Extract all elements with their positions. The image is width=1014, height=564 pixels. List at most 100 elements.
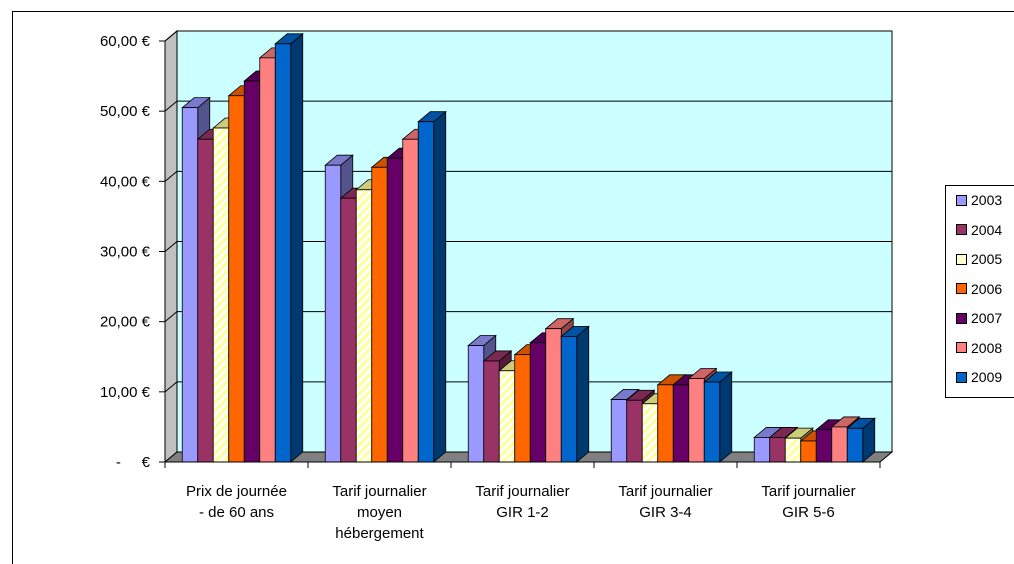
bar-front (753, 437, 771, 463)
legend-item: 2007 (956, 308, 1002, 328)
legend-label: 2007 (971, 310, 1003, 326)
x-tick-label-line: hébergement (335, 525, 424, 542)
bar (703, 371, 733, 463)
legend-label: 2004 (971, 221, 1003, 238)
bar-front (846, 427, 864, 463)
bar (560, 325, 590, 463)
x-tick-label-line: Tarif journalier (475, 483, 569, 500)
bar (274, 32, 304, 463)
bar-front (831, 426, 848, 463)
legend-item: 2006 (956, 279, 1002, 299)
y-tick-label: 30,00 € (100, 244, 151, 261)
y-tick-label: - € (116, 454, 151, 471)
gridline (164, 170, 892, 182)
legend-item: 2005 (956, 249, 1002, 269)
bar-front (212, 127, 230, 463)
gridlines (164, 30, 892, 393)
legend-label: 2005 (971, 251, 1003, 267)
bar-front (243, 80, 261, 463)
x-tick-label-line: Prix de journée (186, 483, 287, 500)
bar-front (402, 138, 419, 463)
x-tick-label-line: Tarif journalier (332, 483, 426, 500)
x-tick-label-line: GIR 5-6 (782, 504, 835, 521)
x-tick-label: Tarif journalier GIR 1-2 (475, 483, 569, 521)
legend-swatch (956, 283, 967, 295)
bar-side (290, 32, 304, 463)
legend-item: 2009 (956, 367, 1002, 387)
bar-front (626, 399, 643, 463)
bar-front (483, 360, 500, 463)
legend-label: 2009 (971, 369, 1003, 385)
y-tick-label: 20,00 € (100, 314, 151, 331)
y-tick-label: 40,00 € (100, 173, 151, 190)
legend-item: 2008 (956, 338, 1002, 358)
bar-front (228, 95, 245, 463)
gridline (164, 241, 892, 252)
axes (159, 40, 881, 468)
bar-front (259, 57, 276, 463)
y-tick-label: 10,00 € (100, 384, 151, 401)
y-axis-tick-labels: - € 10,00 € 20,00 € 30,00 € 40,00 € 50,00 € 60… (100, 33, 151, 471)
x-tick-label-line: - de 60 ans (199, 504, 274, 521)
legend-swatch (956, 253, 967, 265)
bar-side (433, 110, 447, 463)
bar-front (498, 370, 516, 463)
legend-swatch (956, 342, 967, 354)
bar-side (576, 325, 590, 463)
bar-front (340, 197, 357, 463)
bar-side (719, 371, 733, 463)
legend: 2003 2004 2005 2006 2007 2008 2009 (945, 185, 1014, 398)
bar-front (197, 138, 214, 463)
bar-front (545, 328, 562, 463)
bar-front (355, 189, 373, 463)
bar-front (610, 399, 628, 463)
bar-front (181, 107, 199, 463)
bar-front (769, 437, 786, 463)
legend-swatch (956, 194, 967, 206)
bar-front (324, 164, 342, 463)
bar-front (672, 384, 690, 463)
y-tick-label: 50,00 € (100, 103, 151, 120)
legend-swatch (956, 371, 967, 383)
legend-label: 2008 (971, 339, 1003, 356)
bar-front (467, 345, 485, 463)
gridline (164, 311, 892, 323)
bar-front (784, 437, 802, 463)
y-tick-label: 60,00 € (100, 33, 151, 50)
x-tick-label-line: Tarif journalier (761, 483, 855, 500)
x-tick-label: Tarif journalier moyen hébergement (332, 483, 426, 542)
bar-front (657, 384, 674, 463)
legend-item: 2004 (956, 220, 1002, 240)
bar-front (417, 121, 435, 463)
legend-swatch (956, 224, 967, 236)
bar-front (514, 354, 531, 463)
legend-label: 2006 (971, 280, 1003, 297)
bar-front (688, 378, 705, 463)
x-tick-label: Tarif journalier GIR 5-6 (761, 483, 855, 521)
bar-front (274, 43, 292, 463)
x-axis-tick-labels: Prix de journée - de 60 ans Tarif journali… (186, 483, 856, 542)
x-tick-label: Tarif journalier GIR 3-4 (618, 483, 712, 521)
bar (417, 110, 447, 463)
bar (846, 417, 876, 463)
x-tick-label-line: Tarif journalier (618, 483, 712, 500)
gridline (164, 100, 892, 112)
bar-front (386, 157, 404, 463)
legend-label: 2003 (971, 192, 1003, 208)
bar-front (641, 403, 659, 463)
legend-item: 2003 (956, 190, 1002, 210)
gridline (164, 30, 892, 42)
bar-front (560, 336, 578, 463)
legend-swatch (956, 312, 967, 324)
x-tick-label-line: GIR 3-4 (639, 504, 692, 521)
gridline (164, 381, 892, 393)
x-tick-label: Prix de journée - de 60 ans (186, 483, 287, 521)
bar-front (529, 342, 547, 463)
x-tick-label-line: GIR 1-2 (496, 504, 549, 521)
x-tick-label-line: moyen (357, 504, 402, 521)
bar-front (703, 381, 721, 463)
bar-front (815, 429, 833, 463)
bar-front (800, 440, 817, 463)
bar-front (371, 166, 388, 463)
